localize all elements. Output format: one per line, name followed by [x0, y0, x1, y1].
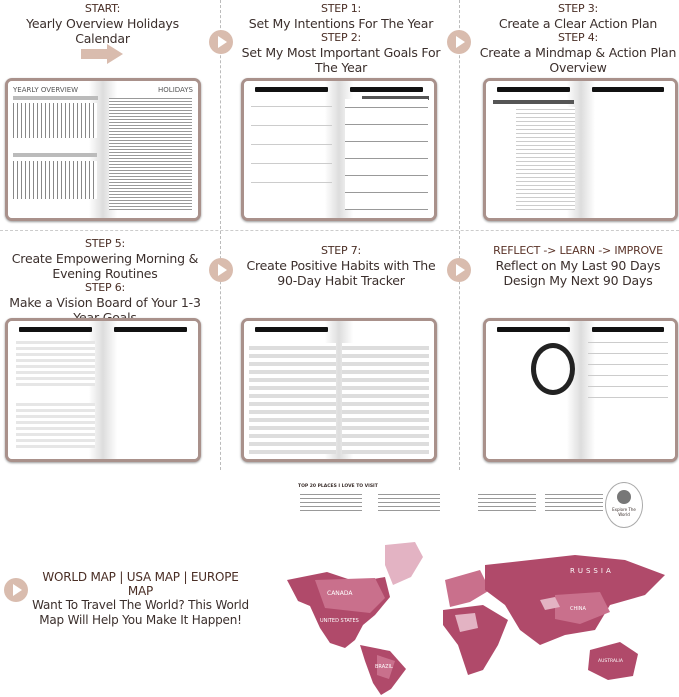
step3-4-caption: STEP 3: Create a Clear Action Plan STEP … — [478, 2, 678, 75]
asia — [485, 555, 665, 645]
step7-text: Create Positive Habits with The 90-Day H… — [246, 258, 436, 288]
step5-text: Create Empowering Morning & Evening Rout… — [11, 251, 199, 281]
places-list-title: TOP 20 PLACES I LOVE TO VISIT — [298, 484, 378, 489]
step4-label: STEP 4: — [557, 31, 599, 44]
reflect-line2: Design My Next 90 Days — [503, 273, 653, 288]
step5-label: STEP 5: — [84, 237, 126, 250]
badge-text: Explore The World — [612, 507, 636, 517]
play-icon — [4, 578, 28, 602]
step2-text: Set My Most Important Goals For The Year — [241, 45, 441, 75]
places-list[interactable] — [545, 491, 603, 511]
planner-yearly-overview: YEARLY OVERVIEW HOLIDAYS — [5, 78, 201, 221]
start-caption: START: Yearly Overview Holidays Calendar — [0, 2, 205, 46]
play-icon — [447, 258, 471, 282]
divider — [0, 230, 679, 231]
step1-label: STEP 1: — [320, 2, 362, 15]
australia — [588, 642, 638, 680]
label-russia: RUSSIA — [570, 567, 614, 575]
reflect-caption: REFLECT -> LEARN -> IMPROVE Reflect on M… — [478, 244, 678, 288]
planner-intentions-goals — [241, 78, 437, 221]
start-label: START: — [84, 2, 121, 15]
globe-icon — [617, 490, 631, 504]
label-brazil: BRAZIL — [375, 664, 393, 670]
label-canada: CANADA — [327, 590, 353, 597]
step2-label: STEP 2: — [320, 31, 362, 44]
step1-text: Set My Intentions For The Year — [248, 16, 434, 31]
life-wheel — [531, 343, 575, 395]
play-icon — [209, 30, 233, 54]
label-australia: AUSTRALIA — [598, 658, 624, 664]
play-icon — [447, 30, 471, 54]
planner-routines-vision — [5, 318, 201, 462]
europe-africa — [443, 570, 508, 675]
map-text: Want To Travel The World? This World Map… — [32, 598, 249, 627]
label-usa: UNITED STATES — [320, 618, 359, 624]
play-icon — [209, 258, 233, 282]
step7-label: STEP 7: — [320, 244, 362, 257]
greenland — [385, 542, 423, 585]
map-heading: WORLD MAP | USA MAP | EUROPE MAP — [42, 570, 239, 598]
step5-6-caption: STEP 5: Create Empowering Morning & Even… — [0, 237, 210, 325]
step7-caption: STEP 7: Create Positive Habits with The … — [236, 244, 446, 288]
reflect-line1: Reflect on My Last 90 Days — [495, 258, 661, 273]
step1-2-caption: STEP 1: Set My Intentions For The Year S… — [236, 2, 446, 75]
yearly-title: YEARLY OVERVIEW — [13, 86, 79, 94]
planner-reflection — [483, 318, 678, 462]
divider — [459, 0, 460, 470]
label-china: CHINA — [570, 606, 586, 612]
arrow-right-icon — [81, 44, 123, 64]
planner-habit-tracker — [241, 318, 437, 462]
divider — [220, 0, 221, 470]
places-list[interactable] — [378, 491, 440, 511]
step4-text: Create a Mindmap & Action Plan Overview — [479, 45, 677, 75]
world-map: CANADA UNITED STATES RUSSIA CHINA BRAZIL… — [287, 542, 665, 695]
south-america — [360, 645, 406, 695]
places-list[interactable] — [478, 491, 536, 511]
north-america — [287, 572, 390, 648]
explore-badge: Explore The World — [605, 482, 643, 528]
start-text: Yearly Overview Holidays Calendar — [26, 16, 179, 46]
places-list[interactable] — [300, 491, 362, 511]
map-caption: WORLD MAP | USA MAP | EUROPE MAP Want To… — [28, 570, 253, 628]
planner-action-plan — [483, 78, 678, 221]
reflect-label: REFLECT -> LEARN -> IMPROVE — [493, 244, 663, 257]
step6-label: STEP 6: — [84, 281, 126, 294]
holidays-title: HOLIDAYS — [158, 86, 193, 94]
step3-text: Create a Clear Action Plan — [498, 16, 658, 31]
step3-label: STEP 3: — [557, 2, 599, 15]
